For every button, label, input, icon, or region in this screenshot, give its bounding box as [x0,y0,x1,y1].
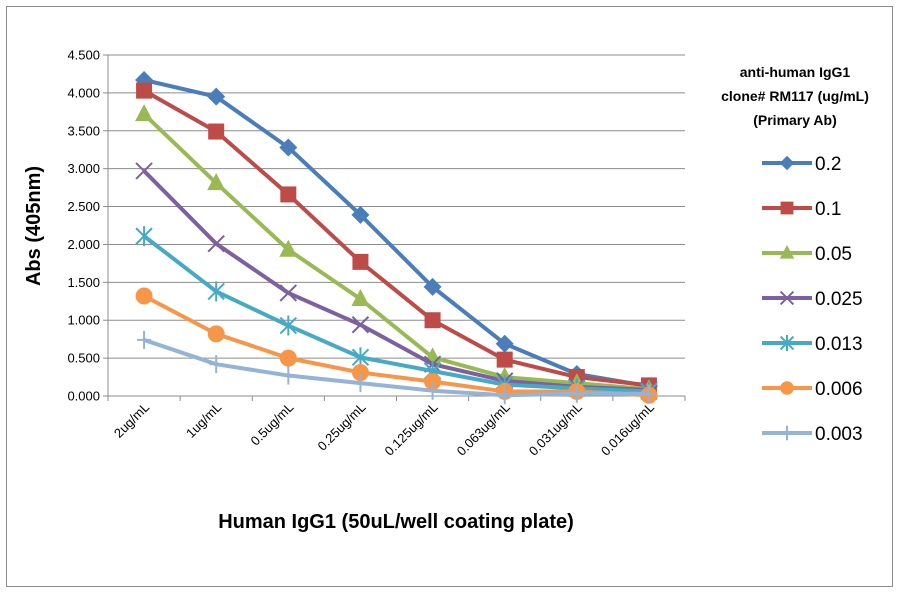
data-point-plus [497,386,512,405]
data-point-x [351,316,370,334]
data-point-x [135,162,153,180]
data-point-plus [425,381,440,400]
data-point-triangle [779,245,795,259]
data-point-triangle [279,239,298,257]
data-point-x [779,290,795,306]
data-point-square [280,186,297,203]
data-point-triangle [135,104,154,122]
data-point-plus [353,374,368,393]
legend: anti-human IgG1 clone# RM117 (ug/mL) (Pr… [721,64,869,445]
data-point-diamond [495,334,514,353]
y-tick-label: 2.500 [67,199,100,214]
y-tick-label: 3.500 [67,123,100,138]
data-point-square [496,351,513,368]
legend-title-line-3: (Primary Ab) [753,112,837,128]
legend-title-line-2: clone# RM117 (ug/mL) [721,88,869,104]
y-tick-label: 3.000 [67,161,100,176]
data-point-star [279,315,298,336]
data-point-diamond [423,277,442,296]
legend-item: 0.05 [762,244,852,265]
y-axis-title: Abs (405nm) [23,166,45,286]
y-tick-label: 0.000 [67,389,100,404]
legend-label: 0.006 [815,379,863,400]
chart-border [6,6,893,587]
data-point-star [207,281,225,302]
y-tick-label: 0.500 [67,351,100,366]
data-point-circle [135,287,153,305]
y-tick-label: 1.500 [67,275,100,290]
data-point-star [135,226,153,247]
data-point-star [779,335,795,351]
series-line [143,88,650,388]
data-point-circle [780,381,794,395]
legend-item: 0.025 [762,289,863,310]
legend-item: 0.013 [762,334,863,355]
x-axis-title: Human IgG1 (50uL/well coating plate) [218,511,574,533]
legend-label: 0.2 [815,154,841,175]
data-point-square [208,123,225,140]
data-point-triangle [207,173,226,191]
data-point-diamond [351,205,370,224]
series-line [143,78,650,389]
y-tick-label: 4.000 [67,85,100,100]
legend-label: 0.013 [815,334,863,355]
data-point-plus [641,384,656,403]
legend-item: 0.1 [762,199,841,220]
series-0.003 [137,330,656,405]
data-point-diamond [279,138,298,157]
legend-label: 0.05 [815,244,852,265]
data-point-triangle [351,289,370,307]
data-point-plus [281,366,296,385]
data-point-square [136,82,153,99]
data-point-diamond [779,155,795,171]
data-point-diamond [207,87,226,106]
legend-item: 0.2 [762,154,841,175]
legend-title-line-1: anti-human IgG1 [740,64,851,80]
data-point-x [207,234,225,253]
data-point-circle [279,349,297,367]
legend-label: 0.025 [815,289,863,310]
legend-label: 0.1 [815,199,841,220]
data-point-circle [424,373,442,391]
data-point-plus [137,330,152,349]
data-point-plus [781,425,793,441]
data-point-plus [569,384,584,403]
series-line [143,338,649,398]
legend-item: 0.003 [762,424,863,445]
legend-item: 0.006 [762,379,863,400]
data-point-plus [209,355,224,374]
y-tick-label: 4.500 [67,48,100,63]
data-point-circle [351,364,369,382]
series-line [143,294,650,398]
data-point-circle [207,325,225,343]
data-point-square [424,312,441,329]
data-point-square [352,253,369,270]
y-tick-label: 2.000 [67,237,100,252]
legend-label: 0.003 [815,424,863,445]
data-point-square [780,201,794,215]
data-point-x [279,284,298,302]
y-tick-label: 1.000 [67,313,100,328]
series-line [142,112,650,392]
series-line [142,234,650,394]
